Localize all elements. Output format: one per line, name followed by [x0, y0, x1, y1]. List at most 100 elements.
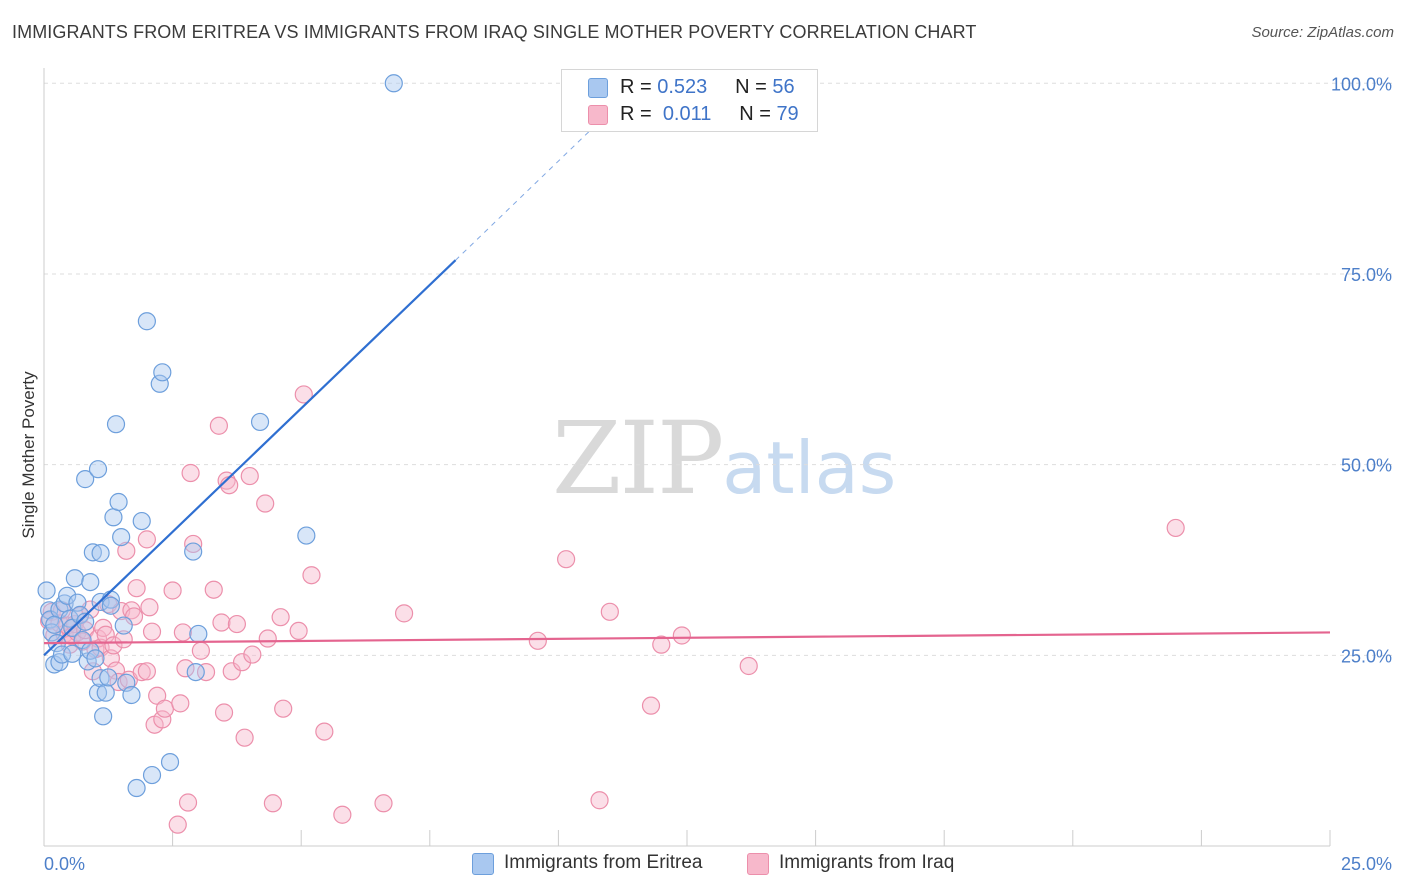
axes: [43, 68, 1331, 847]
data-point: [184, 542, 203, 561]
data-point: [289, 621, 308, 641]
data-point: [220, 476, 239, 495]
data-point: [196, 662, 216, 682]
data-point: [137, 312, 156, 331]
data-point: [294, 385, 313, 404]
data-point: [600, 602, 619, 621]
data-point: [132, 662, 151, 682]
legend-n-label: N =: [735, 76, 767, 98]
grid-lines: [44, 82, 1394, 656]
data-point: [45, 615, 64, 634]
data-point: [652, 635, 671, 654]
data-point: [243, 645, 262, 664]
y-tick-label: 100.0%: [1331, 74, 1392, 94]
data-point: [124, 607, 144, 626]
data-point: [258, 629, 277, 648]
data-point: [168, 815, 187, 834]
iraq-swatch: [588, 105, 608, 125]
watermark-atlas: atlas: [722, 426, 897, 510]
data-point: [155, 699, 174, 718]
data-point: [171, 694, 190, 713]
data-point: [91, 669, 110, 688]
data-point: [181, 463, 200, 483]
y-axis-label: Single Mother Poverty: [19, 371, 38, 539]
data-point: [117, 541, 136, 560]
data-point: [37, 581, 56, 600]
eritrea-swatch: [588, 78, 608, 98]
data-point: [212, 613, 231, 632]
data-point: [250, 412, 270, 432]
chart-title: IMMIGRANTS FROM ERITREA VS IMMIGRANTS FR…: [12, 22, 977, 42]
data-point: [114, 616, 133, 635]
data-point: [333, 805, 352, 824]
data-point: [163, 581, 182, 600]
data-point: [374, 794, 393, 813]
data-point: [271, 608, 290, 627]
data-point: [173, 623, 192, 642]
data-point: [240, 466, 259, 486]
data-point: [63, 644, 82, 663]
data-point: [96, 683, 115, 702]
data-point: [106, 415, 126, 434]
x-tick-label: 0.0%: [44, 854, 85, 874]
data-point: [232, 653, 252, 672]
data-point: [739, 656, 758, 676]
data-point: [153, 363, 172, 382]
data-point: [153, 710, 172, 729]
data-point: [91, 544, 110, 563]
data-point: [256, 494, 275, 513]
data-point: [81, 572, 100, 592]
data-point: [86, 649, 105, 668]
iraq-swatch: [747, 853, 769, 875]
data-point: [209, 416, 228, 435]
data-point: [109, 492, 128, 512]
data-point: [76, 470, 95, 489]
series-legend: Immigrants from Eritrea Immigrants from …: [0, 852, 1406, 878]
y-tick-label: 75.0%: [1341, 265, 1392, 285]
watermark-zip: ZIP: [552, 400, 724, 517]
data-point: [101, 596, 120, 615]
legend-item-label: Immigrants from Iraq: [779, 852, 955, 873]
tick-labels: 25.0% 50.0% 75.0% 100.0% 0.0% 25.0%: [44, 74, 1392, 874]
data-point: [222, 662, 241, 681]
data-point: [142, 622, 162, 641]
data-point: [65, 569, 84, 588]
data-point: [274, 699, 293, 718]
correlation-legend: R = 0.523 N = 56 R = 0.011 N = 79: [561, 69, 818, 132]
data-point: [557, 550, 576, 569]
data-point: [227, 614, 246, 634]
series-eritrea-points: [37, 74, 403, 798]
legend-r-value: 0.523: [657, 76, 708, 98]
data-point: [106, 661, 126, 680]
data-point: [137, 530, 156, 549]
y-tick-label: 25.0%: [1341, 646, 1392, 666]
data-point: [127, 579, 146, 598]
eritrea-swatch: [472, 853, 494, 875]
data-point: [137, 662, 156, 681]
legend-n-value: 56: [772, 76, 795, 98]
data-point: [99, 668, 118, 687]
data-point: [88, 683, 108, 702]
data-point: [52, 645, 72, 664]
data-point: [214, 703, 234, 722]
data-point: [590, 791, 609, 810]
legend-r-label: R =: [620, 103, 652, 125]
data-point: [178, 793, 198, 812]
data-point: [142, 765, 162, 785]
source-credit: Source: ZipAtlas.com: [1251, 24, 1394, 41]
data-point: [58, 586, 77, 605]
data-point: [132, 511, 151, 531]
data-point: [112, 527, 131, 547]
data-point: [176, 659, 195, 678]
data-point: [104, 636, 123, 655]
series-iraq-points: [40, 385, 1185, 834]
data-point: [672, 626, 691, 645]
data-point: [88, 460, 108, 479]
y-tick-label: 50.0%: [1341, 456, 1392, 476]
legend-n-value: 79: [776, 103, 799, 125]
data-point: [150, 374, 169, 393]
data-point: [140, 598, 159, 617]
data-point: [122, 685, 141, 705]
data-point: [104, 508, 123, 527]
